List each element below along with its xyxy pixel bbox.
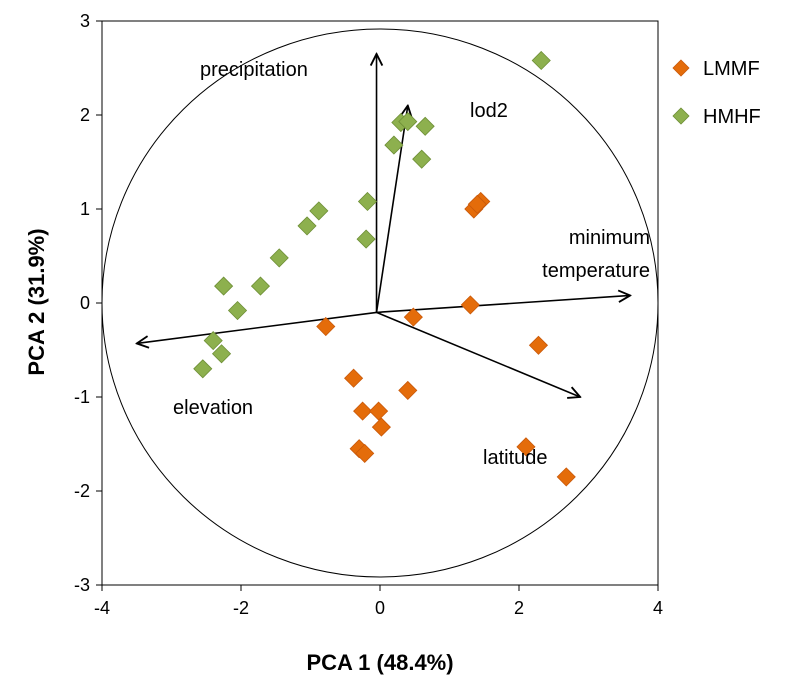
point-lmmf [516,437,536,457]
x-tick-label: -2 [233,598,249,618]
y-tick-label: 1 [80,199,90,219]
loading-label: precipitation [200,59,308,81]
point-hmhf [356,229,376,249]
loading-arrow [137,311,377,343]
point-hmhf [269,248,289,268]
x-tick-label: 2 [514,598,524,618]
point-lmmf [467,194,487,214]
legend-marker-hmhf [672,107,690,125]
point-hmhf [211,344,232,364]
y-tick-label: 2 [80,105,90,125]
point-hmhf [415,116,435,136]
point-hmhf [214,276,234,296]
y-tick-label: -1 [74,387,90,407]
point-hmhf [203,331,223,351]
loading-arrow [376,295,631,314]
point-hmhf [250,276,271,296]
x-axis-title: PCA 1 (48.4%) [306,650,453,675]
axes: -4 -2 0 2 4 -3 -2 -1 0 1 2 3 [74,11,663,618]
point-lmmf [371,417,391,437]
loading-label: temperature [542,260,650,282]
point-lmmf [403,307,423,327]
x-tick-label: -4 [94,598,110,618]
point-hmhf [193,359,213,379]
loading-label: minimum [569,227,650,249]
point-lmmf [369,401,389,421]
x-tick-label: 0 [375,598,385,618]
y-tick-label: 0 [80,293,90,313]
correlation-circle-ring [101,28,659,578]
point-lmmf [355,443,375,463]
y-axis-title: PCA 2 (31.9%) [24,228,49,375]
point-lmmf [316,316,336,337]
loading-label: lod2 [470,100,508,122]
y-tick-label: 3 [80,11,90,31]
plot-frame [101,20,659,586]
point-hmhf [398,112,418,132]
data-points [193,50,576,487]
loading-arrow [376,311,581,397]
point-lmmf [460,295,480,315]
loading-label: elevation [173,397,253,419]
point-lmmf [344,368,364,388]
y-tick-label: -2 [74,481,90,501]
point-hmhf [227,300,248,321]
point-hmhf [531,50,551,71]
legend: LMMF HMHF [672,58,761,128]
y-tick-label: -3 [74,575,90,595]
x-tick-label: 4 [653,598,663,618]
loading-labels: precipitation lod2 minimum temperature latit… [173,59,650,469]
loading-arrows [137,54,630,397]
point-lmmf [398,380,418,400]
point-lmmf [528,335,549,355]
point-lmmf [556,467,576,487]
point-hmhf [357,191,378,212]
point-hmhf [384,135,404,155]
point-hmhf [412,149,432,169]
loading-arrow [375,106,408,313]
correlation-circle [101,28,659,578]
legend-label-lmmf: LMMF [703,58,760,80]
loading-label: latitude [483,447,548,469]
legend-marker-lmmf [672,59,690,77]
point-lmmf [353,401,373,421]
point-hmhf [297,216,317,236]
point-hmhf [309,201,329,221]
legend-label-hmhf: HMHF [703,106,761,128]
